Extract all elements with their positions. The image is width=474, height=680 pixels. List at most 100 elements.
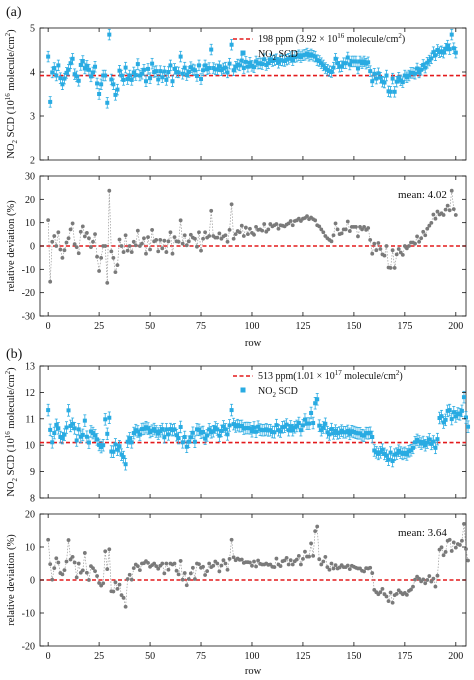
scd-point [368,69,373,74]
deviation-point [327,567,332,572]
scd-point [121,77,126,82]
x-tick-label: 200 [448,321,463,332]
scd-point [331,431,336,436]
scd-point [245,426,250,431]
scd-point [313,54,318,59]
deviation-point [384,244,389,248]
y-tick-label: 0 [30,242,35,253]
deviation-point [164,561,169,566]
scd-point [176,70,181,75]
deviation-point [460,538,464,543]
scd-point [421,440,426,445]
scd-point [239,58,244,63]
scd-point [176,436,181,441]
deviation-point [48,562,53,567]
scd-point [384,453,389,458]
scd-point [117,444,122,449]
deviation-point [443,207,448,212]
scd-point [247,426,252,431]
scd-point [408,448,413,453]
deviation-point [123,233,128,238]
deviation-point [82,234,87,239]
scd-point [427,437,432,442]
deviation-point [182,571,187,575]
deviation-point [409,587,413,592]
scd-point [150,428,155,433]
scd-point [158,69,163,74]
deviation-point [227,556,232,561]
mean-annotation: mean: 4.02 [398,189,447,201]
deviation-point [113,270,118,275]
scd-point [194,427,199,432]
scd-point [123,462,128,467]
deviation-point [429,579,434,584]
scd-point [166,432,171,437]
scd-point [309,52,314,57]
scd-point [353,59,358,64]
scd-point [217,64,222,69]
x-tick-label: 175 [397,321,412,332]
scd-point [58,76,63,81]
scd-point [276,60,281,65]
scd-point [74,74,79,79]
deviation-point [229,202,234,207]
deviation-point [164,250,169,254]
y-tick-label: 9 [30,467,35,478]
scd-point [76,78,81,83]
legend-scd-label: NO2 SCD [258,386,298,399]
scd-point [78,62,83,67]
legend-scd-label: NO2 SCD [258,49,298,62]
scd-point [184,73,189,78]
scd-point [376,451,381,456]
scd-point [268,57,273,62]
scd-point [294,54,299,59]
deviation-point [427,223,432,228]
scd-point [48,99,53,104]
scd-point [288,424,293,429]
scd-point [343,61,348,66]
deviation-point [119,244,124,248]
y-tick-label: 3 [30,112,35,123]
scd-point [60,436,65,441]
deviation-point [117,582,122,587]
deviation-point [121,595,126,600]
deviation-point [296,554,301,558]
deviation-point [180,241,185,246]
scd-point [323,421,328,426]
scd-point [192,68,197,73]
scd-point [105,100,110,105]
scd-point [447,47,452,52]
plot-frame [39,365,467,499]
scd-point [429,56,434,61]
scd-point [404,452,409,457]
x-tick-label: 75 [196,321,206,332]
x-tick-label: 25 [94,321,104,332]
deviation-point [274,556,279,561]
deviation-point [254,564,258,569]
scd-point [141,67,146,72]
deviation-point [421,577,426,582]
scd-point [398,78,403,83]
deviation-point [127,572,132,577]
scd-point [196,63,201,68]
deviation-point [317,224,322,229]
scd-point [154,69,159,74]
scd-point [186,439,191,444]
scd-point [93,433,98,438]
deviation-point [64,240,69,245]
deviation-point [133,243,138,248]
scd-point [386,89,391,94]
deviation-point [423,233,428,238]
y-tick-label: 5 [30,24,35,35]
scd-point [213,425,218,430]
scd-point [402,450,407,455]
deviation-point [50,239,55,244]
scd-point [184,444,189,449]
scd-point [339,64,344,69]
panel-a-label: (a) [6,5,22,20]
deviation-point [278,564,283,569]
y-tick-label: 8 [30,494,35,505]
deviation-point [315,524,320,529]
deviation-point [84,570,89,575]
scd-point [113,92,118,97]
